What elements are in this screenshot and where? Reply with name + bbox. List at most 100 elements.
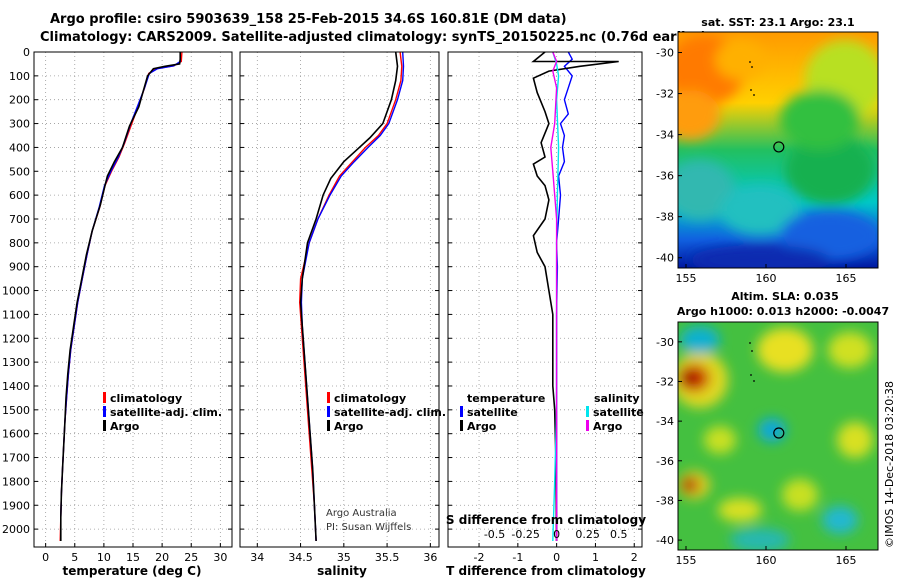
sla-map-axes: 155 160 165 -30 -32 -34 -36 -38 -40	[656, 336, 856, 567]
sst-map-frame	[677, 31, 879, 269]
x-tick-label: -2	[474, 551, 485, 564]
x-tick-label: 25	[184, 551, 198, 564]
y-tick-label: 700	[9, 213, 30, 226]
map-y-tick-label: -38	[656, 211, 674, 224]
x-tick-label: 35	[337, 551, 351, 564]
y-tick-label: 1900	[2, 499, 30, 512]
s-difference-xlabel: S difference from climatology	[446, 513, 646, 527]
x-tick-label: 34.5	[288, 551, 313, 564]
difference-legend: temperature satellite Argo salinity sate…	[460, 392, 644, 433]
map-x-tick-label: 155	[676, 272, 697, 285]
title-line2: Climatology: CARS2009. Satellite-adjuste…	[40, 30, 707, 45]
legend-swatch-t-argo	[460, 420, 463, 431]
legend-climatology: climatology	[110, 392, 182, 405]
salinity-legend: climatology satellite-adj. clim. Argo	[327, 392, 446, 433]
map-y-tick-label: -34	[656, 129, 674, 142]
legend-swatch-s-argo	[586, 420, 589, 431]
sst-map-title: sat. SST: 23.1 Argo: 23.1	[701, 16, 854, 29]
legend-swatch-argo	[103, 420, 106, 431]
s-diff-tick-label: 0.25	[575, 528, 600, 541]
temperature-xlabel: temperature (deg C)	[63, 564, 202, 578]
sla-map-title1: Altim. SLA: 0.035	[731, 290, 838, 303]
x-tick-label: 20	[155, 551, 169, 564]
y-tick-label: 0	[23, 46, 30, 59]
x-tick-label: -1	[512, 551, 523, 564]
salinity-xlabel: salinity	[317, 564, 367, 578]
s-diff-tick-label: -0.25	[511, 528, 539, 541]
legend-swatch-satellite	[103, 406, 106, 417]
credit-pi: PI: Susan Wijffels	[326, 522, 411, 533]
y-tick-label: 100	[9, 70, 30, 83]
x-tick-label: 10	[97, 551, 111, 564]
series-t-argo	[531, 51, 619, 542]
map-y-tick-label: -34	[656, 415, 674, 428]
y-tick-label: 900	[9, 261, 30, 274]
legend-swatch-s-satellite	[586, 406, 589, 417]
map-y-tick-label: -40	[656, 534, 674, 547]
y-tick-label: 1800	[2, 475, 30, 488]
difference-panel: -2 -1 0 1 2 -0.5 -0.25 0 0.25 0.5	[447, 51, 643, 564]
legend-argo: Argo	[334, 420, 364, 433]
legend-swatch-climatology	[327, 392, 330, 403]
title-line1: Argo profile: csiro 5903639_158 25-Feb-2…	[50, 12, 567, 27]
legend-s-argo: Argo	[593, 420, 623, 433]
imos-stamp: ©IMOS 14-Dec-2018 03:20:38	[883, 381, 896, 548]
series-s-argo	[550, 51, 558, 541]
x-tick-label: 1	[592, 551, 599, 564]
y-tick-label: 1500	[2, 404, 30, 417]
y-tick-label: 400	[9, 141, 30, 154]
x-tick-label: 5	[71, 551, 78, 564]
y-tick-label: 300	[9, 118, 30, 131]
series-t-satellite	[555, 51, 574, 541]
map-x-tick-label: 160	[756, 272, 777, 285]
y-tick-label: 1400	[2, 380, 30, 393]
y-tick-label: 1200	[2, 332, 30, 345]
t-difference-xlabel: T difference from climatology	[446, 564, 646, 578]
x-tick-label: 2	[631, 551, 638, 564]
x-tick-label: 30	[213, 551, 227, 564]
sla-map-frame	[677, 321, 879, 551]
plot-frame	[239, 51, 440, 548]
legend-t-satellite: satellite	[467, 406, 518, 419]
x-tick-label: 35.5	[375, 551, 400, 564]
series-s-satellite	[552, 51, 560, 542]
sla-map-title2: Argo h1000: 0.013 h2000: -0.0047	[677, 305, 889, 318]
legend-salinity-title: salinity	[594, 392, 640, 405]
map-x-tick-label: 160	[756, 554, 777, 567]
series-satellite-adj-clim-	[300, 51, 405, 542]
series-argo	[60, 52, 181, 541]
y-tick-label: 1600	[2, 428, 30, 441]
legend-swatch-t-satellite	[460, 406, 463, 417]
temperature-panel: 0100200300400500600700800900100011001200…	[2, 46, 233, 564]
map-y-tick-label: -38	[656, 494, 674, 507]
x-tick-label: 36	[423, 551, 437, 564]
y-tick-label: 1100	[2, 308, 30, 321]
x-tick-label: 0	[553, 551, 560, 564]
s-diff-tick-label: 0	[553, 528, 560, 541]
map-x-tick-label: 165	[836, 272, 857, 285]
legend-s-satellite: satellite	[593, 406, 644, 419]
map-y-tick-label: -30	[656, 47, 674, 60]
x-tick-label: 15	[126, 551, 140, 564]
temperature-legend: climatology satellite-adj. clim. Argo	[103, 392, 222, 433]
legend-swatch-climatology	[103, 392, 106, 403]
sst-map-image	[678, 32, 878, 268]
legend-swatch-argo	[327, 420, 330, 431]
argo-position-marker	[773, 141, 785, 153]
series-argo	[299, 51, 399, 542]
s-diff-tick-label: 0.5	[610, 528, 628, 541]
y-tick-label: 1300	[2, 356, 30, 369]
y-tick-label: 2000	[2, 523, 30, 536]
y-tick-label: 600	[9, 189, 30, 202]
map-y-tick-label: -36	[656, 170, 674, 183]
legend-satellite: satellite-adj. clim.	[334, 406, 446, 419]
x-tick-label: 0	[42, 551, 49, 564]
legend-temperature-title: temperature	[467, 392, 545, 405]
map-y-tick-label: -32	[656, 375, 674, 388]
legend-t-argo: Argo	[467, 420, 497, 433]
series-climatology	[298, 51, 403, 542]
legend-satellite: satellite-adj. clim.	[110, 406, 222, 419]
map-y-tick-label: -40	[656, 252, 674, 265]
y-tick-label: 500	[9, 165, 30, 178]
